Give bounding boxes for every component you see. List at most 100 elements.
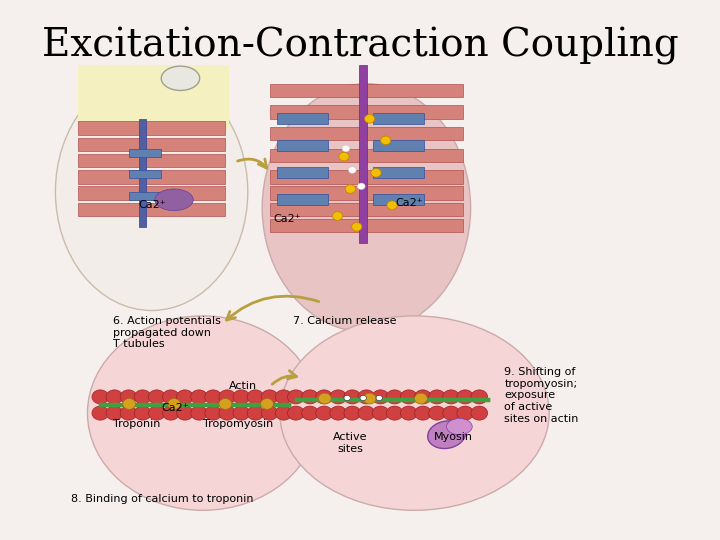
Circle shape <box>344 406 361 420</box>
Circle shape <box>287 390 305 404</box>
Circle shape <box>247 406 264 420</box>
Circle shape <box>371 168 381 177</box>
Circle shape <box>443 390 459 404</box>
Circle shape <box>330 390 346 404</box>
Circle shape <box>360 395 366 401</box>
Circle shape <box>219 399 232 409</box>
Circle shape <box>204 406 222 420</box>
Text: Ca2⁺: Ca2⁺ <box>161 403 189 413</box>
Circle shape <box>344 390 361 404</box>
Circle shape <box>471 406 487 420</box>
Text: Tropomyosin: Tropomyosin <box>203 419 273 429</box>
Ellipse shape <box>428 421 465 449</box>
Ellipse shape <box>155 189 193 211</box>
Circle shape <box>163 390 179 404</box>
Circle shape <box>443 406 459 420</box>
Bar <box>129 170 161 178</box>
Circle shape <box>148 390 165 404</box>
Circle shape <box>106 406 122 420</box>
Bar <box>270 127 462 140</box>
Bar <box>78 170 225 184</box>
Circle shape <box>346 185 356 193</box>
Circle shape <box>358 406 374 420</box>
Circle shape <box>387 201 397 210</box>
Circle shape <box>204 390 222 404</box>
Bar <box>78 186 225 200</box>
Circle shape <box>364 114 374 123</box>
Circle shape <box>415 406 431 420</box>
Circle shape <box>456 390 474 404</box>
Circle shape <box>275 406 292 420</box>
Circle shape <box>333 212 343 220</box>
Text: Ca2⁺: Ca2⁺ <box>395 198 423 207</box>
Polygon shape <box>78 65 228 130</box>
Circle shape <box>148 406 165 420</box>
Text: Ca2⁺: Ca2⁺ <box>139 200 166 210</box>
Circle shape <box>92 390 109 404</box>
Text: Actin: Actin <box>228 381 256 391</box>
Ellipse shape <box>262 84 471 332</box>
Text: Excitation-Contraction Coupling: Excitation-Contraction Coupling <box>42 27 678 65</box>
Circle shape <box>176 406 193 420</box>
Ellipse shape <box>161 66 199 90</box>
Bar <box>270 219 462 232</box>
Bar <box>270 105 462 119</box>
Circle shape <box>191 406 207 420</box>
Circle shape <box>400 406 417 420</box>
Circle shape <box>344 395 351 401</box>
Circle shape <box>219 390 235 404</box>
Circle shape <box>339 152 349 161</box>
Circle shape <box>134 390 151 404</box>
Bar <box>373 113 424 124</box>
Circle shape <box>302 390 318 404</box>
Text: 7. Calcium release: 7. Calcium release <box>292 316 396 326</box>
Text: Myosin: Myosin <box>433 433 473 442</box>
Bar <box>270 186 462 200</box>
Ellipse shape <box>280 316 549 510</box>
Circle shape <box>316 406 333 420</box>
Bar <box>276 194 328 205</box>
Bar <box>373 140 424 151</box>
Circle shape <box>342 145 350 152</box>
Circle shape <box>233 406 250 420</box>
Bar <box>78 138 225 151</box>
Circle shape <box>261 406 278 420</box>
Circle shape <box>168 399 181 409</box>
Circle shape <box>428 390 445 404</box>
Circle shape <box>400 390 417 404</box>
Circle shape <box>92 406 109 420</box>
Bar <box>270 202 462 216</box>
Bar <box>78 154 225 167</box>
Bar <box>270 148 462 162</box>
Circle shape <box>120 406 137 420</box>
Ellipse shape <box>446 418 472 435</box>
Circle shape <box>219 406 235 420</box>
Bar <box>359 65 367 243</box>
Circle shape <box>387 406 403 420</box>
Circle shape <box>358 390 374 404</box>
Circle shape <box>387 390 403 404</box>
Circle shape <box>233 390 250 404</box>
Text: 8. Binding of calcium to troponin: 8. Binding of calcium to troponin <box>71 494 254 504</box>
Circle shape <box>316 390 333 404</box>
Circle shape <box>120 390 137 404</box>
Bar <box>270 170 462 184</box>
Circle shape <box>415 390 431 404</box>
Circle shape <box>134 406 151 420</box>
Circle shape <box>191 390 207 404</box>
Circle shape <box>287 406 305 420</box>
Circle shape <box>471 390 487 404</box>
Circle shape <box>318 393 331 404</box>
Circle shape <box>122 399 135 409</box>
Bar <box>129 192 161 200</box>
Circle shape <box>330 406 346 420</box>
Text: 6. Action potentials
propagated down
T tubules: 6. Action potentials propagated down T t… <box>113 316 221 349</box>
Bar <box>139 119 146 227</box>
Ellipse shape <box>87 316 318 510</box>
Bar <box>276 167 328 178</box>
Circle shape <box>428 406 445 420</box>
Circle shape <box>456 406 474 420</box>
Circle shape <box>381 136 391 145</box>
Circle shape <box>376 395 382 401</box>
Circle shape <box>415 393 428 404</box>
